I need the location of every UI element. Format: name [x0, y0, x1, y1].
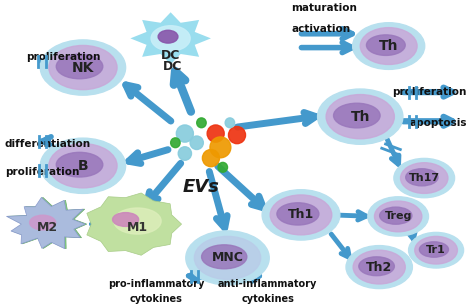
Circle shape — [353, 250, 405, 284]
Text: M2: M2 — [37, 221, 58, 234]
Text: DC: DC — [164, 60, 182, 72]
Ellipse shape — [114, 208, 161, 234]
Text: Th1: Th1 — [288, 208, 314, 221]
Text: Th2: Th2 — [366, 261, 392, 274]
Text: apoptosis: apoptosis — [410, 118, 467, 128]
Ellipse shape — [171, 138, 180, 148]
Ellipse shape — [419, 242, 448, 257]
Ellipse shape — [277, 203, 319, 225]
Text: proliferation: proliferation — [5, 167, 79, 177]
Ellipse shape — [210, 137, 231, 158]
Text: proliferation: proliferation — [26, 52, 100, 62]
Text: activation: activation — [292, 24, 351, 34]
Polygon shape — [130, 12, 211, 64]
Ellipse shape — [190, 136, 203, 150]
Ellipse shape — [366, 35, 405, 55]
Polygon shape — [7, 197, 85, 249]
Circle shape — [40, 138, 126, 193]
Circle shape — [49, 45, 117, 90]
Ellipse shape — [202, 150, 219, 167]
Ellipse shape — [112, 212, 138, 227]
Ellipse shape — [380, 207, 412, 224]
Circle shape — [360, 28, 417, 64]
Ellipse shape — [56, 152, 103, 177]
Circle shape — [374, 201, 422, 232]
Text: Th: Th — [350, 110, 370, 124]
Ellipse shape — [197, 118, 206, 128]
Circle shape — [368, 197, 428, 236]
Ellipse shape — [29, 215, 56, 230]
Text: Treg: Treg — [384, 212, 412, 221]
Text: Th: Th — [379, 39, 399, 53]
Text: EVs: EVs — [183, 178, 220, 196]
Text: cytokines: cytokines — [241, 294, 294, 304]
Ellipse shape — [201, 245, 247, 269]
Ellipse shape — [56, 54, 103, 79]
Ellipse shape — [406, 169, 438, 186]
Circle shape — [346, 246, 412, 289]
Text: DC: DC — [161, 49, 180, 62]
Polygon shape — [8, 197, 87, 249]
Text: proliferation: proliferation — [392, 87, 467, 97]
Circle shape — [318, 89, 403, 144]
Text: B: B — [78, 159, 88, 173]
Circle shape — [415, 236, 457, 264]
Circle shape — [49, 144, 117, 188]
Circle shape — [353, 23, 425, 69]
Text: cytokines: cytokines — [130, 294, 183, 304]
Text: pro-inflammatory: pro-inflammatory — [108, 279, 205, 289]
Text: Th17: Th17 — [409, 173, 440, 183]
Circle shape — [394, 158, 455, 198]
Ellipse shape — [334, 103, 380, 128]
Ellipse shape — [176, 125, 193, 142]
Text: maturation: maturation — [292, 3, 357, 13]
Text: differentiation: differentiation — [5, 139, 91, 149]
Circle shape — [326, 95, 394, 139]
Circle shape — [409, 232, 464, 268]
Ellipse shape — [225, 118, 235, 128]
Ellipse shape — [207, 125, 224, 142]
Text: MNC: MNC — [211, 251, 244, 264]
Circle shape — [270, 195, 332, 235]
Text: NK: NK — [72, 60, 94, 75]
Circle shape — [158, 30, 178, 43]
Polygon shape — [87, 193, 182, 255]
Circle shape — [262, 190, 340, 240]
Text: Tr1: Tr1 — [426, 245, 446, 255]
Ellipse shape — [218, 162, 228, 172]
Text: M1: M1 — [127, 221, 148, 234]
Text: anti-inflammatory: anti-inflammatory — [218, 279, 318, 289]
Circle shape — [401, 163, 448, 193]
Circle shape — [194, 236, 261, 279]
Circle shape — [151, 26, 190, 51]
Circle shape — [186, 231, 269, 285]
Circle shape — [40, 40, 126, 95]
Ellipse shape — [228, 126, 246, 144]
Ellipse shape — [359, 257, 394, 276]
Ellipse shape — [178, 147, 191, 160]
